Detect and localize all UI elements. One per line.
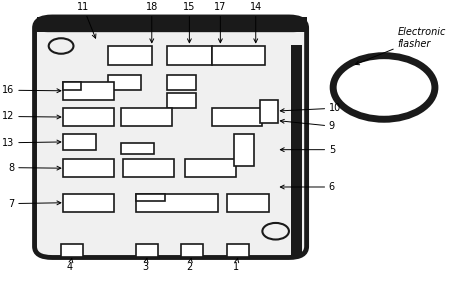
Circle shape — [329, 53, 439, 122]
Text: 11: 11 — [77, 2, 96, 38]
Text: 7: 7 — [8, 199, 61, 209]
Bar — [61, 244, 83, 257]
Bar — [167, 75, 196, 90]
Bar — [63, 194, 114, 212]
Bar — [212, 46, 265, 65]
Text: 15: 15 — [183, 2, 196, 43]
Text: 3: 3 — [142, 258, 148, 272]
Text: 17: 17 — [214, 2, 227, 43]
FancyBboxPatch shape — [34, 17, 306, 257]
Text: 9: 9 — [280, 119, 335, 131]
Bar — [108, 46, 152, 65]
Text: 14: 14 — [250, 2, 262, 43]
Circle shape — [262, 223, 289, 239]
Circle shape — [49, 38, 73, 54]
Text: 5: 5 — [280, 145, 335, 155]
Text: 8: 8 — [9, 163, 61, 173]
Bar — [37, 17, 306, 32]
Bar — [108, 75, 141, 90]
Text: 12: 12 — [2, 112, 61, 121]
Bar — [260, 100, 278, 123]
Bar — [234, 135, 254, 166]
Bar — [63, 82, 114, 100]
Bar — [121, 143, 154, 154]
Text: Electronic
flasher: Electronic flasher — [355, 27, 446, 65]
Bar — [185, 159, 236, 177]
Bar — [63, 159, 114, 177]
Text: 2: 2 — [186, 258, 192, 272]
FancyBboxPatch shape — [34, 17, 306, 32]
Bar — [227, 244, 249, 257]
Bar — [212, 108, 262, 126]
Bar — [180, 244, 202, 257]
Bar — [136, 244, 158, 257]
Bar — [291, 45, 302, 257]
Bar — [63, 108, 114, 126]
Text: 10: 10 — [280, 103, 341, 113]
Text: 13: 13 — [2, 138, 61, 148]
Bar — [167, 93, 196, 108]
Bar — [123, 159, 174, 177]
Text: 18: 18 — [146, 2, 158, 43]
Text: 4: 4 — [67, 258, 73, 272]
Bar — [227, 194, 269, 212]
Bar — [167, 46, 212, 65]
Bar — [136, 194, 218, 212]
Text: 1: 1 — [233, 258, 239, 272]
Bar — [63, 135, 97, 150]
Text: 16: 16 — [2, 85, 61, 95]
Bar — [121, 108, 172, 126]
Bar — [136, 194, 165, 201]
Text: 6: 6 — [280, 182, 335, 192]
Bar — [63, 82, 81, 90]
